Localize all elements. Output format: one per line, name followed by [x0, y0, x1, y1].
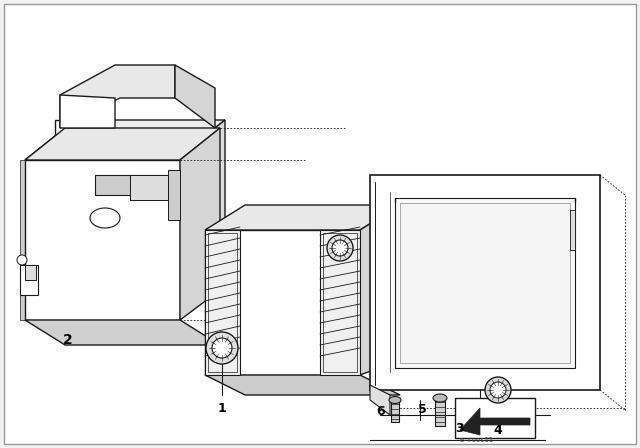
Text: 1: 1 — [218, 402, 227, 415]
Polygon shape — [205, 230, 240, 375]
Polygon shape — [320, 230, 360, 375]
Polygon shape — [391, 400, 399, 422]
Polygon shape — [60, 95, 115, 128]
Polygon shape — [435, 398, 445, 426]
Polygon shape — [205, 230, 360, 375]
Polygon shape — [20, 265, 38, 295]
Text: 3: 3 — [456, 422, 464, 435]
Ellipse shape — [433, 394, 447, 402]
Polygon shape — [55, 120, 105, 160]
Polygon shape — [570, 210, 575, 250]
Polygon shape — [20, 160, 25, 320]
Polygon shape — [180, 128, 220, 320]
Polygon shape — [395, 198, 575, 368]
Polygon shape — [205, 205, 400, 230]
Polygon shape — [400, 203, 570, 363]
Circle shape — [212, 338, 232, 358]
Circle shape — [17, 255, 27, 265]
Polygon shape — [95, 175, 170, 195]
Text: e-roos11: e-roos11 — [460, 437, 494, 443]
Polygon shape — [25, 265, 36, 280]
Polygon shape — [370, 385, 390, 415]
Polygon shape — [25, 128, 220, 160]
Polygon shape — [25, 160, 175, 315]
Text: 2: 2 — [63, 333, 73, 347]
Polygon shape — [60, 65, 175, 128]
Circle shape — [490, 382, 506, 398]
Polygon shape — [205, 375, 400, 395]
Ellipse shape — [389, 396, 401, 404]
Polygon shape — [168, 170, 180, 220]
Circle shape — [327, 235, 353, 261]
Circle shape — [485, 377, 511, 403]
Polygon shape — [25, 160, 180, 320]
Polygon shape — [460, 408, 530, 435]
Text: 6: 6 — [377, 405, 385, 418]
Ellipse shape — [90, 208, 120, 228]
Polygon shape — [130, 175, 168, 200]
Polygon shape — [370, 175, 600, 390]
Bar — [455, 398, 535, 438]
Polygon shape — [360, 205, 400, 375]
Polygon shape — [25, 120, 225, 160]
Circle shape — [206, 332, 238, 364]
Text: 4: 4 — [493, 424, 502, 437]
Circle shape — [332, 240, 348, 256]
Polygon shape — [175, 120, 225, 315]
Polygon shape — [175, 65, 215, 128]
Polygon shape — [25, 320, 220, 345]
Text: 5: 5 — [418, 403, 426, 416]
